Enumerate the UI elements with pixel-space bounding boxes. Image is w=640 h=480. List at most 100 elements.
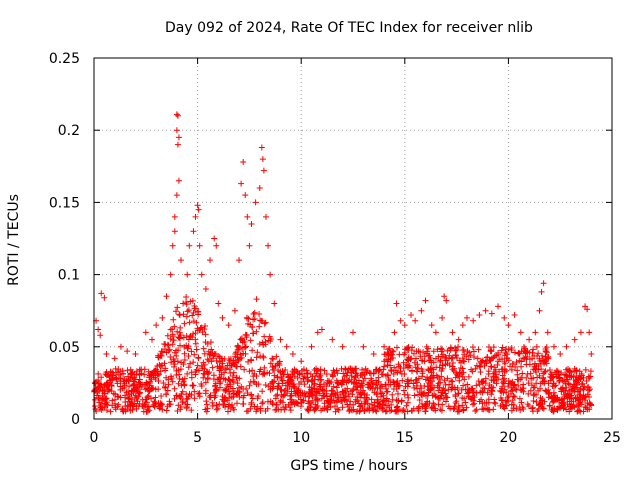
data-point	[126, 398, 133, 405]
data-point	[265, 242, 272, 249]
data-point	[114, 380, 121, 387]
data-point	[394, 380, 401, 387]
data-point	[240, 385, 247, 392]
data-point	[253, 354, 260, 361]
data-point	[382, 351, 389, 358]
data-point	[492, 400, 499, 407]
data-point	[383, 389, 390, 396]
data-point	[547, 377, 554, 384]
data-point	[566, 387, 573, 394]
data-point	[276, 362, 283, 369]
data-point	[587, 373, 594, 380]
data-point	[369, 385, 376, 392]
data-point	[360, 343, 367, 350]
data-point	[142, 329, 149, 336]
data-point	[316, 390, 323, 397]
data-point	[489, 388, 496, 395]
data-point	[213, 386, 220, 393]
data-point	[497, 402, 504, 409]
data-point	[523, 356, 530, 363]
data-point	[236, 257, 243, 264]
data-point	[568, 392, 575, 399]
data-point	[230, 390, 237, 397]
data-point	[314, 397, 321, 404]
data-point	[187, 298, 194, 305]
data-point	[234, 380, 241, 387]
data-point	[411, 359, 418, 366]
data-point	[262, 213, 269, 220]
data-point	[238, 354, 245, 361]
data-point	[459, 322, 466, 329]
data-point	[355, 400, 362, 407]
data-point	[536, 307, 543, 314]
data-point	[175, 380, 182, 387]
data-point	[202, 286, 209, 293]
data-point	[541, 398, 548, 405]
data-point	[518, 399, 525, 406]
data-point	[448, 377, 455, 384]
data-point	[117, 394, 124, 401]
data-point	[499, 372, 506, 379]
data-point	[443, 297, 450, 304]
data-point	[523, 374, 530, 381]
data-point	[319, 386, 326, 393]
data-point	[571, 336, 578, 343]
data-point	[502, 397, 509, 404]
data-point	[278, 406, 285, 413]
data-point	[248, 401, 255, 408]
data-point	[103, 351, 110, 358]
data-point	[269, 355, 276, 362]
data-point	[470, 348, 477, 355]
data-point	[550, 343, 557, 350]
data-point	[173, 392, 180, 399]
data-point	[477, 364, 484, 371]
data-point	[359, 371, 366, 378]
data-point	[290, 381, 297, 388]
data-point	[347, 388, 354, 395]
data-point	[488, 387, 495, 394]
data-point	[452, 369, 459, 376]
data-point	[209, 355, 216, 362]
data-point	[221, 369, 228, 376]
data-point	[364, 400, 371, 407]
data-point	[448, 345, 455, 352]
data-point	[166, 398, 173, 405]
data-point	[418, 357, 425, 364]
data-point	[500, 389, 507, 396]
data-point	[458, 386, 465, 393]
data-point	[255, 381, 262, 388]
data-point	[505, 383, 512, 390]
data-point	[242, 343, 249, 350]
data-point	[450, 406, 457, 413]
data-point	[277, 336, 284, 343]
data-point	[267, 386, 274, 393]
data-point	[219, 363, 226, 370]
data-point	[544, 329, 551, 336]
data-point	[470, 317, 477, 324]
data-point	[468, 396, 475, 403]
data-point	[238, 335, 245, 342]
data-point	[346, 408, 353, 415]
data-point	[348, 372, 355, 379]
data-point	[386, 345, 393, 352]
data-point	[161, 360, 168, 367]
data-point	[319, 387, 326, 394]
data-point	[101, 294, 108, 301]
data-point	[259, 388, 266, 395]
data-point	[502, 360, 509, 367]
data-point	[301, 381, 308, 388]
data-point	[297, 403, 304, 410]
data-point	[421, 358, 428, 365]
data-point	[494, 362, 501, 369]
data-point	[498, 347, 505, 354]
data-point	[479, 388, 486, 395]
data-point	[151, 403, 158, 410]
data-point	[586, 406, 593, 413]
data-point	[536, 357, 543, 364]
data-point	[241, 392, 248, 399]
data-point	[321, 381, 328, 388]
data-point	[482, 307, 489, 314]
data-point	[183, 342, 190, 349]
data-point	[222, 403, 229, 410]
data-point	[501, 314, 508, 321]
